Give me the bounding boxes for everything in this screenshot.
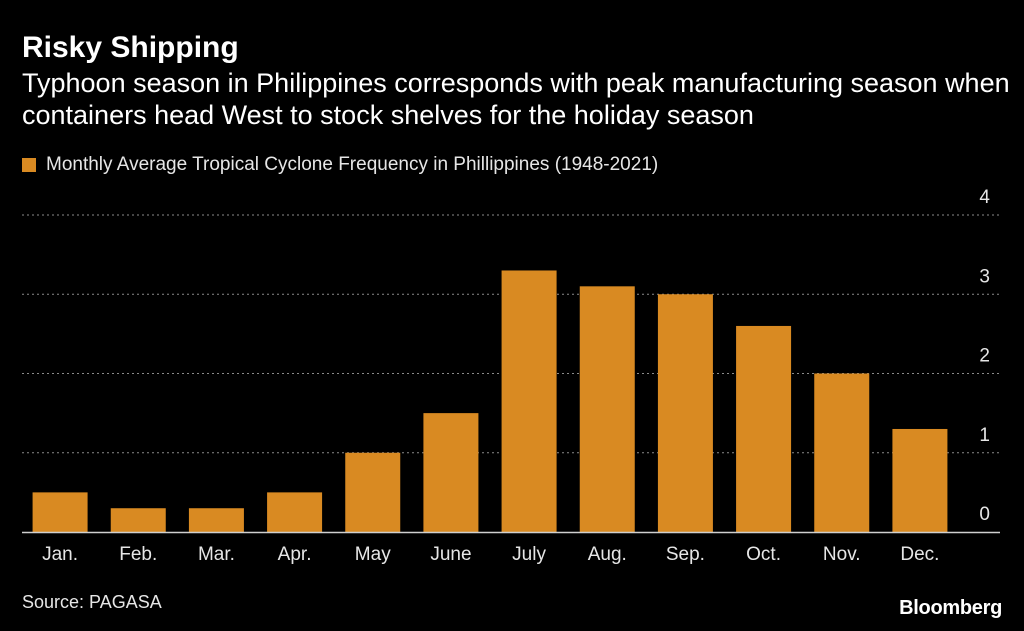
x-tick-label-sep: Sep. [666,544,705,565]
x-tick-label-dec: Dec. [900,544,939,565]
y-tick-label-4: 4 [979,187,990,208]
y-tick-label-3: 3 [979,266,990,287]
x-tick-label-jan: Jan. [42,544,78,565]
bar-nov [814,373,870,532]
bar-june [423,413,479,532]
y-tick-label-2: 2 [979,346,990,367]
bar-may [345,452,401,532]
chart-subtitle: Typhoon season in Philippines correspond… [22,68,1010,130]
bar-apr [267,492,323,532]
bar-oct [736,325,792,532]
bar-jan [32,492,88,532]
legend-swatch [22,158,36,172]
x-tick-label-oct: Oct. [746,544,781,565]
x-tick-label-june: June [430,544,471,565]
x-tick-label-july: July [512,544,546,565]
bar-mar [188,508,244,532]
bar-dec [892,428,948,532]
x-tick-label-aug: Aug. [588,544,627,565]
y-tick-label-0: 0 [979,504,990,525]
bar-feb [110,508,166,532]
bar-sep [657,294,713,532]
x-tick-label-apr: Apr. [278,544,312,565]
x-tick-label-nov: Nov. [823,544,861,565]
x-tick-label-mar: Mar. [198,544,235,565]
y-tick-label-1: 1 [979,425,990,446]
legend-label: Monthly Average Tropical Cyclone Frequen… [46,154,659,175]
x-tick-label-feb: Feb. [119,544,157,565]
source-note: Source: PAGASA [22,592,162,612]
chart-title: Risky Shipping [22,31,239,64]
bar-july [501,270,557,532]
chart-legend: Monthly Average Tropical Cyclone Frequen… [22,153,658,177]
x-tick-label-may: May [355,544,391,565]
bloomberg-logo: Bloomberg [899,597,1002,619]
bar-aug [579,286,635,532]
